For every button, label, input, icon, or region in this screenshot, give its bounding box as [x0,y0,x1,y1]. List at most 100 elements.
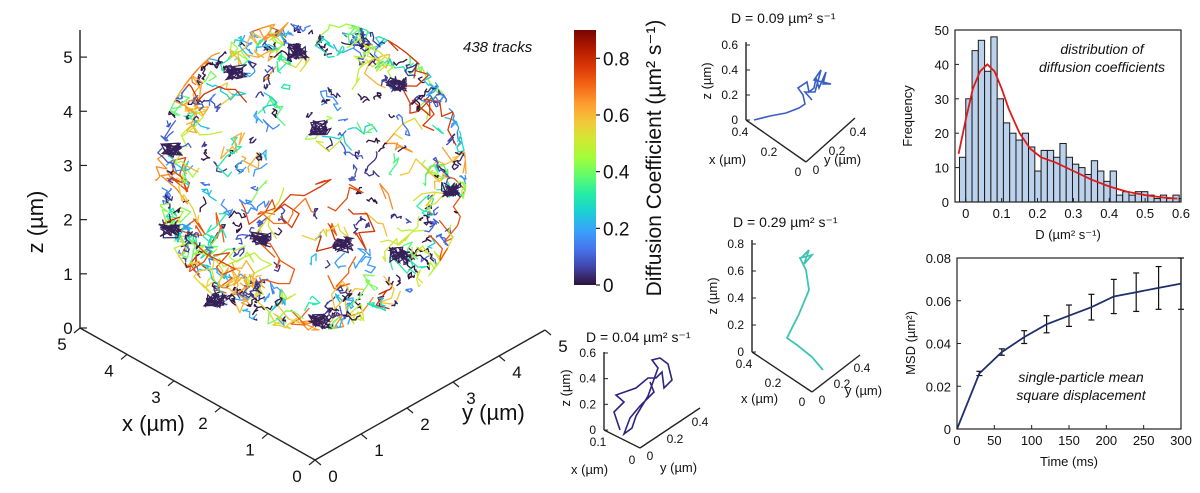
track-segment [405,287,413,293]
small-z-tick-label: 0.6 [727,264,744,278]
track3-xlabel: x (µm) [571,462,608,477]
z-tick-label: 3 [63,156,72,175]
x-tick-label: 4 [104,361,113,380]
track-segment [160,120,177,142]
track-segment [360,255,377,274]
track-segment [157,147,176,168]
track-segment [282,316,287,322]
track-segment [340,41,364,49]
histogram-x-tick-label: 0 [962,206,969,221]
msd-ylabel: MSD (µm²) [903,311,918,375]
histogram-bar [1115,194,1124,203]
track-segment [444,116,459,127]
track-segment [364,211,388,237]
small-x-tick-label: 0 [795,165,802,179]
track-segment [272,295,301,330]
single-track-plot-3: D = 0.04 µm² s⁻¹ 00.20.40.600.100.20.4 z… [558,329,709,477]
track-segment [405,62,418,74]
track-segment [204,246,214,253]
track-segment [321,98,331,104]
track-segment [169,94,190,116]
track2-y-axis [811,354,861,393]
track-segment [274,227,283,236]
track-segment [263,292,271,303]
track-segment [193,241,236,276]
track-segment [271,108,278,119]
track-segment [192,119,210,130]
track-segment [405,218,412,224]
track-segment [327,222,338,236]
y-tick-label: 5 [558,337,567,356]
track1-trajectory [753,69,832,121]
histogram-y-tick-label: 10 [935,161,949,176]
track-segment [194,99,210,105]
track-segment [337,118,349,122]
msd-x-tick-label: 150 [1058,433,1080,448]
histogram-bar [1097,170,1105,203]
track-segment [395,274,402,287]
msd-x-tick-label: 300 [1170,433,1192,448]
track-segment [338,305,347,320]
track-segment [161,187,172,201]
track-segment [224,293,236,301]
track-segment [423,71,432,87]
track-segment [270,283,286,305]
track-segment [335,317,344,329]
track-segment [355,186,363,195]
track-segment [276,54,292,74]
track-segment [429,252,435,262]
track-cluster [248,231,272,248]
track-segment [228,293,237,306]
track-segment [235,159,247,175]
track-segment [423,214,430,218]
track-segment [357,54,366,66]
track1-xlabel: x (µm) [709,152,746,167]
small-y-tick-label: 0.4 [850,125,867,139]
small-x-tick-label: 0.1 [590,435,607,449]
colorbar-gradient [574,30,596,285]
track-segment [166,120,172,128]
track-segment [359,47,370,52]
histogram-bar [1046,149,1055,203]
track-segment [356,121,376,134]
track-segment [220,198,234,217]
track-segment [238,199,257,215]
small-y-tick-label: 0 [647,449,654,463]
track-segment [433,224,454,260]
track-segment [255,152,263,161]
track-segment [424,258,431,271]
track-segment [166,156,191,193]
histogram-y-tick-label: 0 [942,195,949,210]
track-segment [404,68,416,77]
track-segment [428,234,449,262]
track-segment [427,261,440,277]
track-segment [347,123,378,135]
track-segment [231,262,249,289]
track-segment [378,297,386,307]
histogram-bar [1009,132,1017,203]
track-segment [236,284,250,299]
track-segment [347,208,376,251]
track-segment [423,218,440,233]
track-segment [167,155,190,187]
track-cluster [332,235,356,254]
small-z-tick-label: 0.2 [579,397,596,411]
track-segment [184,230,194,241]
histogram-y-tick-label: 30 [935,92,949,107]
track-segment [195,242,201,250]
track2-trajectory [785,249,824,371]
track2-x-axis [751,351,813,393]
track-segment [354,32,366,47]
track3-title: D = 0.04 µm² s⁻¹ [586,329,691,345]
track-segment [216,145,243,178]
track-segment [219,50,234,73]
histogram-bar [1059,143,1067,203]
track-segment [454,151,463,156]
track-segment [425,82,439,97]
track-segment [307,29,314,35]
track3-x-axis [603,429,641,449]
y-tick-label: 0 [328,467,337,486]
track-segment [183,234,198,245]
small-x-tick-label: 0.4 [736,357,753,371]
y-tick-label: 4 [512,363,521,382]
